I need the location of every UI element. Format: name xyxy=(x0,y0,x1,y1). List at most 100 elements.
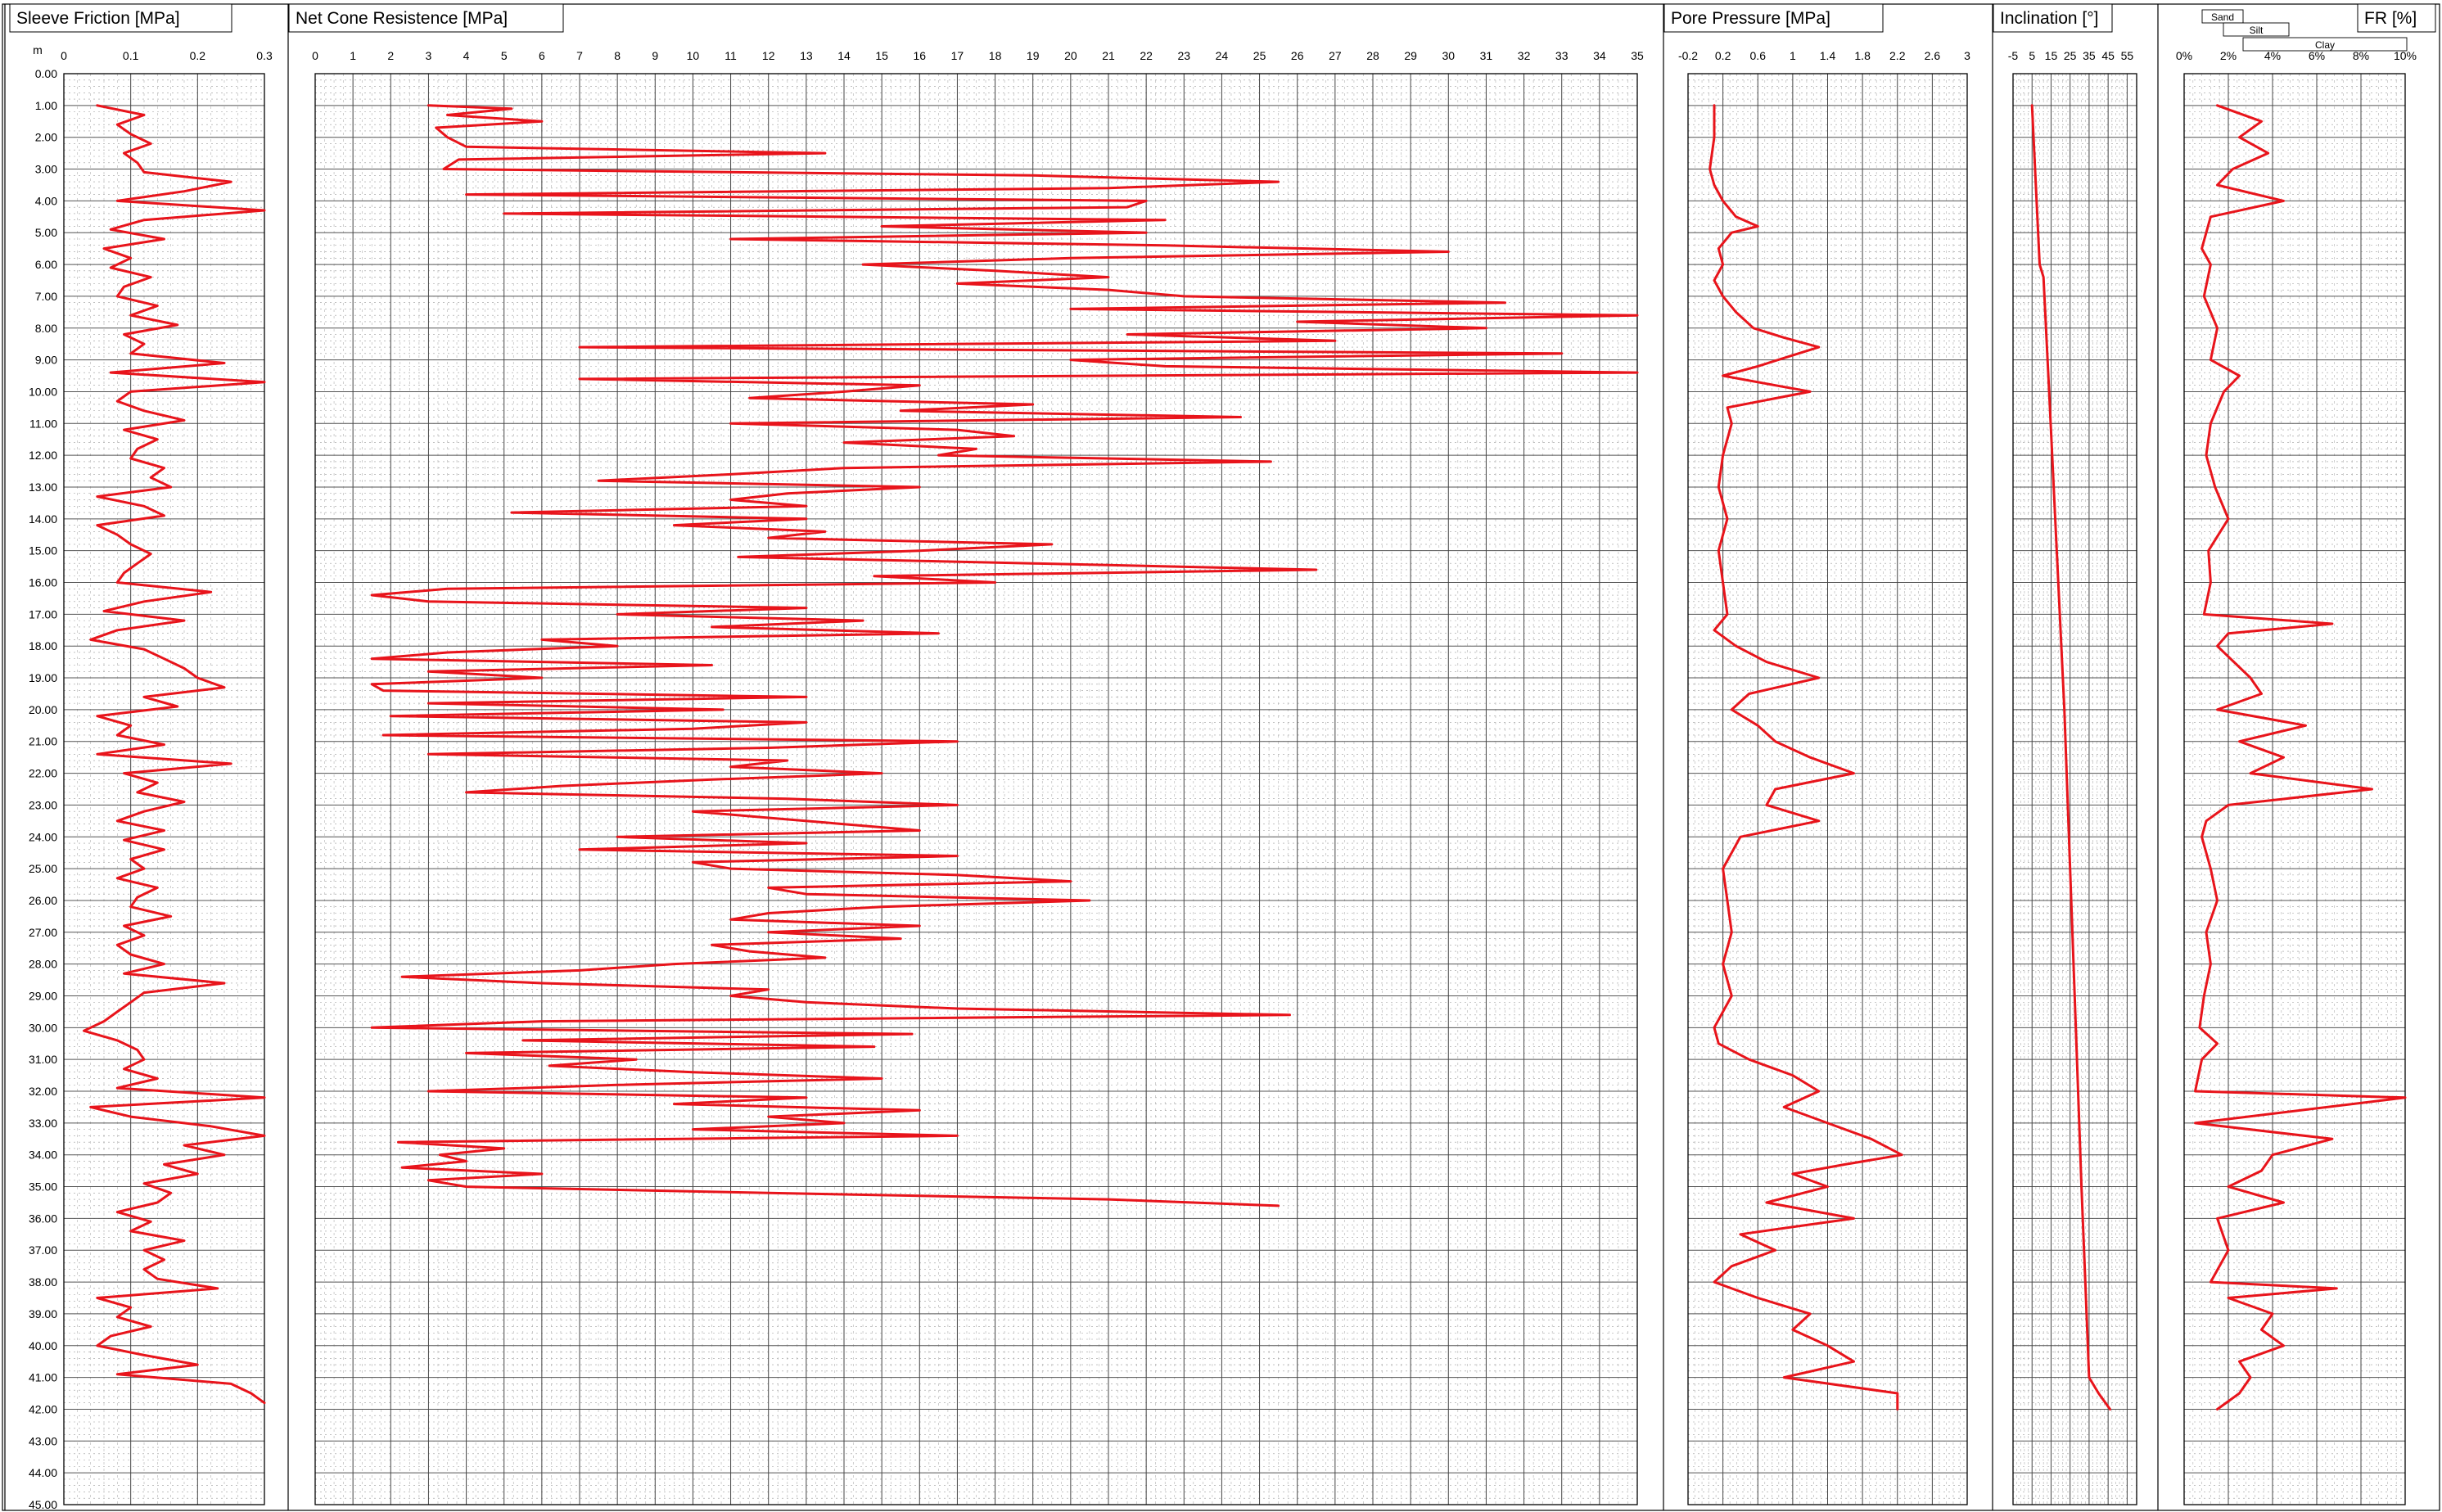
depth-tick-label: 23.00 xyxy=(29,798,57,811)
value-tick-label: 33 xyxy=(1555,49,1569,62)
depth-tick-label: 27.00 xyxy=(29,926,57,939)
panel-title-box xyxy=(288,3,564,33)
grid-layer xyxy=(63,73,2406,1505)
depth-tick-label: 38.00 xyxy=(29,1275,57,1289)
value-tick-label: 0.1 xyxy=(123,49,139,62)
depth-tick-label: 10.00 xyxy=(29,385,57,398)
value-tick-label: 55 xyxy=(2121,49,2134,62)
value-tick-label: 13 xyxy=(800,49,813,62)
series-layer xyxy=(83,104,2407,1410)
value-tick-label: 10% xyxy=(2394,49,2417,62)
value-tick-label: 1.8 xyxy=(1854,49,1871,62)
depth-tick-label: 9.00 xyxy=(35,354,57,367)
depth-tick-label: 13.00 xyxy=(29,481,57,494)
legend-box-clay xyxy=(2242,37,2408,52)
panel-title-box xyxy=(1993,3,2113,33)
value-tick-label: 27 xyxy=(1329,49,1342,62)
value-tick-label: -5 xyxy=(2008,49,2019,62)
depth-tick-label: 35.00 xyxy=(29,1180,57,1194)
inclination-series-line xyxy=(2030,104,2111,1410)
value-tick-label: 35 xyxy=(2083,49,2096,62)
depth-tick-label: 21.00 xyxy=(29,735,57,748)
depth-tick-label: 25.00 xyxy=(29,862,57,875)
value-tick-label: 25 xyxy=(1253,49,1266,62)
value-tick-label: 28 xyxy=(1366,49,1379,62)
depth-tick-label: 44.00 xyxy=(29,1466,57,1479)
value-tick-label: 24 xyxy=(1216,49,1229,62)
depth-tick-label: 16.00 xyxy=(29,576,57,589)
value-tick-label: 45 xyxy=(2101,49,2115,62)
axis-layer xyxy=(63,9,2408,1505)
value-tick-label: 35 xyxy=(1631,49,1644,62)
value-tick-label: 14 xyxy=(837,49,851,62)
value-tick-label: 11 xyxy=(724,49,737,62)
depth-tick-label: 20.00 xyxy=(29,703,57,716)
value-tick-label: 16 xyxy=(913,49,926,62)
depth-tick-label: 34.00 xyxy=(29,1149,57,1162)
depth-tick-label: 36.00 xyxy=(29,1212,57,1225)
depth-tick-label: 17.00 xyxy=(29,607,57,621)
depth-tick-label: 6.00 xyxy=(35,258,57,271)
value-tick-label: -0.2 xyxy=(1678,49,1698,62)
panel-title-box xyxy=(9,3,232,33)
depth-tick-label: 4.00 xyxy=(35,194,57,207)
value-tick-label: 0 xyxy=(61,49,67,62)
depth-tick-label: 8.00 xyxy=(35,322,57,335)
depth-tick-label: 42.00 xyxy=(29,1402,57,1415)
value-tick-label: 2.2 xyxy=(1889,49,1906,62)
depth-tick-label: 30.00 xyxy=(29,1021,57,1034)
value-tick-label: 12 xyxy=(762,49,775,62)
depth-tick-label: 5.00 xyxy=(35,226,57,239)
plot-area-border xyxy=(314,73,1638,1505)
depth-tick-label: 0.00 xyxy=(35,67,57,80)
value-tick-label: 0 xyxy=(312,49,318,62)
sleeve-friction-title: Sleeve Friction [MPa] xyxy=(16,9,180,28)
depth-tick-label: 11.00 xyxy=(29,417,57,430)
value-tick-label: 20 xyxy=(1064,49,1077,62)
depth-tick-label: 14.00 xyxy=(29,512,57,526)
depth-tick-label: 3.00 xyxy=(35,163,57,176)
friction-ratio-series-line xyxy=(2194,104,2407,1410)
depth-tick-label: 15.00 xyxy=(29,544,57,557)
value-tick-label: 18 xyxy=(989,49,1002,62)
legend-box-silt xyxy=(2223,22,2290,37)
legend-label-sand: Sand xyxy=(2211,11,2234,23)
value-tick-label: 10 xyxy=(687,49,700,62)
value-tick-label: 15 xyxy=(2045,49,2058,62)
value-tick-label: 31 xyxy=(1480,49,1493,62)
value-tick-label: 2 xyxy=(387,49,394,62)
net-cone-resistance-series-line xyxy=(370,104,1639,1207)
value-tick-label: 8 xyxy=(614,49,621,62)
text-layer: m 0.00 1.00 2.00 3.00 4.00 5.00 6.00 7.00 8.00 9.0… xyxy=(16,9,2417,1511)
value-tick-label: 2.6 xyxy=(1925,49,1941,62)
value-tick-label: 23 xyxy=(1177,49,1190,62)
depth-tick-label: 24.00 xyxy=(29,830,57,843)
depth-unit-label: m xyxy=(33,43,43,56)
outer-border xyxy=(2,3,2440,1511)
sleeve-friction-series-line xyxy=(83,104,266,1405)
value-tick-label: 26 xyxy=(1291,49,1304,62)
value-tick-label: 5 xyxy=(2029,49,2035,62)
value-tick-label: 0.6 xyxy=(1750,49,1767,62)
plot-area-border xyxy=(1687,73,1968,1505)
value-tick-label: 6 xyxy=(539,49,545,62)
depth-tick-label: 29.00 xyxy=(29,989,57,1002)
value-tick-label: 7 xyxy=(576,49,583,62)
depth-tick-label: 28.00 xyxy=(29,958,57,971)
depth-tick-label: 43.00 xyxy=(29,1434,57,1447)
depth-tick-label: 7.00 xyxy=(35,290,57,303)
value-tick-label: 21 xyxy=(1102,49,1115,62)
panel-title-box xyxy=(1663,3,1884,33)
depth-tick-label: 37.00 xyxy=(29,1243,57,1257)
depth-tick-label: 18.00 xyxy=(29,639,57,652)
depth-tick-label: 39.00 xyxy=(29,1307,57,1320)
depth-tick-label: 1.00 xyxy=(35,99,57,112)
plot-area-border xyxy=(2183,73,2406,1505)
panel-title-box xyxy=(2357,3,2436,33)
value-tick-label: 29 xyxy=(1404,49,1417,62)
depth-tick-label: 45.00 xyxy=(29,1498,57,1511)
pore-pressure-title: Pore Pressure [MPa] xyxy=(1671,9,1830,28)
plot-area-border xyxy=(2012,73,2137,1505)
value-tick-label: 6% xyxy=(2309,49,2325,62)
